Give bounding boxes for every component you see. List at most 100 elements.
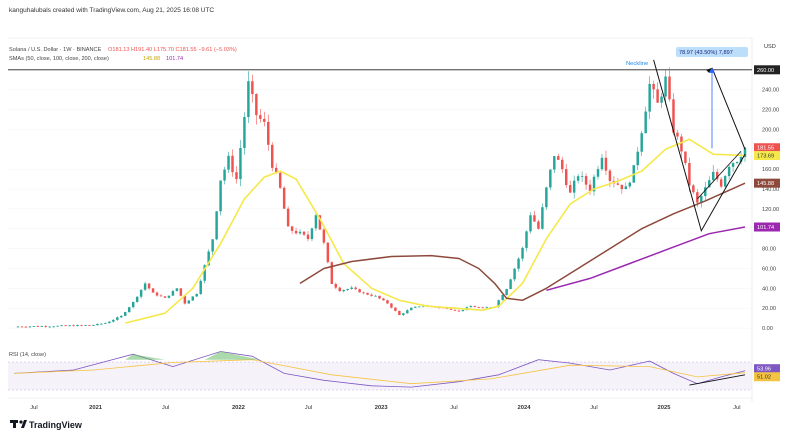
candle-body <box>449 308 453 310</box>
candle-body <box>541 207 544 229</box>
candle-body <box>271 144 274 168</box>
candle-body <box>664 76 667 97</box>
candle-body <box>28 326 32 328</box>
candle-body <box>640 133 643 152</box>
candle-body <box>711 171 715 181</box>
candle-body <box>382 298 385 301</box>
candle-body <box>572 180 576 193</box>
x-tick-label: Jul <box>450 405 457 411</box>
candle-body <box>521 247 524 259</box>
rsi-tag <box>754 372 780 382</box>
candle-body <box>36 326 40 327</box>
x-tick-label: 2022 <box>232 405 245 411</box>
sma100-tag <box>754 178 780 188</box>
sma200-value: 101.74 <box>166 56 183 62</box>
candle-body <box>513 268 516 280</box>
projection-arrow <box>711 67 746 150</box>
candle-body <box>44 326 48 327</box>
tradingview-logo-icon <box>10 420 27 428</box>
candle-body <box>469 306 473 308</box>
candle-body <box>334 283 338 288</box>
resistance-tag-label: 260.00 <box>757 68 774 74</box>
x-tick-label: Jul <box>30 405 37 411</box>
arrow-head-icon <box>706 67 712 73</box>
sma100-line <box>299 182 746 302</box>
candle-body <box>362 292 365 294</box>
sma200-tag <box>754 222 780 232</box>
candle-body <box>84 325 87 326</box>
y-tick-label: 120.00 <box>762 207 779 213</box>
candle-body <box>505 289 508 295</box>
y-tick-label: 80.00 <box>762 247 776 253</box>
brand-label: TradingView <box>29 420 83 430</box>
candle-body <box>461 309 465 311</box>
candle-body <box>16 326 20 328</box>
candle-body <box>636 151 639 166</box>
x-tick-label: 2024 <box>518 405 532 411</box>
candle-body <box>267 121 270 145</box>
candle-body <box>171 291 175 296</box>
candle-body <box>692 185 695 193</box>
rsi-tag <box>754 364 780 374</box>
candle-body <box>545 187 548 208</box>
candle-body <box>191 296 195 301</box>
candle-body <box>350 287 353 290</box>
x-tick-label: Jul <box>162 405 169 411</box>
candle-body <box>735 161 739 164</box>
y-tick-label: 200.00 <box>762 127 779 133</box>
candle-body <box>354 287 357 290</box>
candle-body <box>286 208 290 227</box>
candle-body <box>676 132 679 137</box>
candle-body <box>255 94 258 116</box>
candle-body <box>342 289 345 292</box>
y-tick-label: 40.00 <box>762 286 776 292</box>
candle-body <box>378 295 381 299</box>
candle-body <box>608 170 612 181</box>
sma100-tag-label: 145.88 <box>757 181 774 187</box>
measure-arrow-icon <box>709 67 715 73</box>
candle-body <box>175 288 179 292</box>
candle-body <box>453 309 457 311</box>
candle-body <box>533 215 536 222</box>
sma50-line <box>125 138 746 324</box>
candle-body <box>723 176 727 187</box>
candle-body <box>390 303 393 308</box>
candle-body <box>592 176 596 192</box>
candle-body <box>576 176 580 181</box>
resistance-tag <box>754 65 780 75</box>
candle-body <box>700 196 703 203</box>
candle-body <box>457 310 461 312</box>
candle-body <box>116 317 119 320</box>
y-tick-label: 20.00 <box>762 306 776 312</box>
rsi-overbought-fill <box>125 354 165 360</box>
candle-body <box>143 283 147 290</box>
candle-body <box>708 180 711 188</box>
candle-body <box>40 326 44 327</box>
candle-body <box>473 306 477 308</box>
y-tick-label: 240.00 <box>762 88 779 94</box>
candle-body <box>402 313 405 316</box>
candle-body <box>131 301 135 308</box>
sma200-line <box>546 226 746 292</box>
candle-body <box>406 310 409 314</box>
candle-body <box>298 231 302 234</box>
candle-body <box>219 180 222 212</box>
y-tick-label: 140.00 <box>762 187 779 193</box>
candle-body <box>394 307 397 311</box>
candle-body <box>195 293 198 297</box>
candle-body <box>80 325 83 326</box>
candle-body <box>76 325 79 327</box>
candle-body <box>648 83 651 112</box>
candle-body <box>525 231 528 248</box>
candle-body <box>715 171 719 180</box>
candle-body <box>274 167 278 173</box>
candle-body <box>100 323 103 325</box>
candle-body <box>24 326 28 328</box>
candle-body <box>398 310 401 316</box>
x-tick-label: 2025 <box>658 405 672 411</box>
candle-body <box>235 172 238 180</box>
candle-body <box>414 306 417 308</box>
candle-body <box>660 96 663 103</box>
rsi-overbought-fill <box>204 351 261 360</box>
candle-body <box>564 169 568 186</box>
